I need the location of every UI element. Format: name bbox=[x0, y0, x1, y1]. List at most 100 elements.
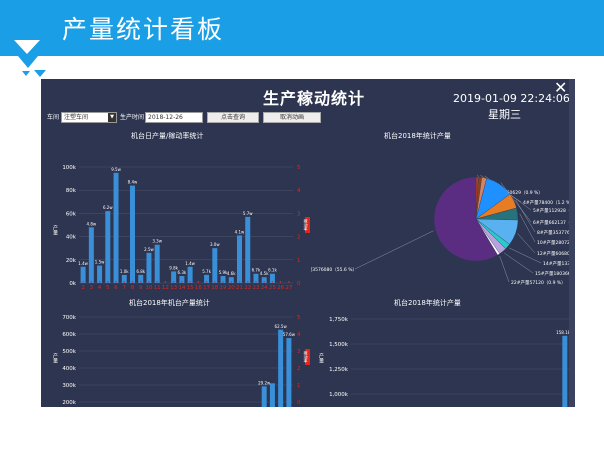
chart-pie-title: 机台2018年统计产量 bbox=[384, 132, 451, 140]
pie-label: 5#产量112928（1.8 %） bbox=[533, 207, 575, 214]
y-axis-label: 产量 bbox=[52, 352, 58, 364]
y-tick-label: 300k bbox=[62, 383, 76, 389]
pie-label: 10#产量280720（4.4 %） bbox=[537, 239, 575, 246]
rate-point bbox=[131, 281, 134, 283]
date-label: 生产时间 bbox=[120, 114, 145, 121]
pie-label: 22#产量57120（0.9 %） bbox=[511, 279, 566, 286]
rate-point bbox=[246, 281, 249, 283]
x-tick-label: 12 bbox=[162, 285, 169, 291]
x-tick-label: 19 bbox=[220, 285, 227, 291]
x-tick-label: 10 bbox=[145, 285, 152, 291]
data-label: 6.2w bbox=[103, 205, 113, 210]
bar bbox=[269, 273, 275, 283]
data-label: 9.5w bbox=[111, 167, 121, 172]
rate-point bbox=[288, 281, 290, 283]
x-tick-label: 3 bbox=[90, 285, 94, 291]
rate-point bbox=[230, 281, 233, 283]
bar bbox=[237, 235, 242, 283]
y2-tick-label: 1 bbox=[297, 383, 301, 389]
pie-leader-line bbox=[500, 182, 532, 223]
rate-point bbox=[156, 281, 158, 283]
rate-point bbox=[238, 281, 241, 283]
x-tick-label: 6 bbox=[114, 285, 118, 291]
bar bbox=[278, 329, 284, 407]
dashboard-screenshot: 生产稼动统计 2019-01-09 22:24:06 星期三 ✕ 车间 注塑车间… bbox=[41, 79, 575, 407]
x-tick-label: 24 bbox=[261, 285, 268, 291]
bar bbox=[88, 227, 94, 283]
bar bbox=[97, 265, 103, 283]
close-icon[interactable]: ✕ bbox=[554, 79, 568, 97]
data-label: 62.5w bbox=[275, 324, 288, 329]
cancel-animation-button[interactable]: 取消动画 bbox=[263, 112, 321, 123]
bar bbox=[286, 338, 292, 407]
bar bbox=[261, 386, 267, 407]
data-label: 6.8k bbox=[136, 269, 145, 274]
x-tick-label: 26 bbox=[277, 285, 284, 291]
x-tick-label: 27 bbox=[285, 285, 292, 291]
bar bbox=[154, 244, 160, 283]
data-label: 1.4w bbox=[78, 261, 88, 266]
y-tick-label: 1,750k bbox=[329, 317, 349, 323]
x-tick-label: 2 bbox=[81, 285, 85, 291]
workshop-label: 车间 bbox=[47, 114, 60, 121]
pie-label: 14#产量133622（2.1 %） bbox=[543, 260, 575, 267]
data-label: 8.4w bbox=[128, 180, 138, 185]
data-label: 1.5w bbox=[95, 260, 105, 265]
pie-label: 4#产量78400（1.2 %） bbox=[523, 199, 575, 206]
pie-label: 12#产量606804（9.4 %） bbox=[537, 250, 575, 257]
bar bbox=[220, 276, 226, 283]
bar bbox=[105, 211, 111, 283]
x-tick-label: 7 bbox=[123, 285, 127, 291]
bar bbox=[269, 383, 275, 407]
y2-tick-label: 2 bbox=[297, 366, 301, 372]
x-tick-label: 20 bbox=[228, 285, 235, 291]
rate-point bbox=[82, 281, 84, 283]
y-tick-label: 200k bbox=[62, 400, 76, 406]
bar bbox=[245, 216, 251, 283]
x-tick-label: 22 bbox=[244, 285, 251, 291]
pie-leader-line bbox=[354, 230, 434, 270]
chart-yearly-output: 200k 300k 400k 500k 600k 700k 0 1 2 3 4 5 产量 稼动率 29.2w… bbox=[52, 315, 310, 407]
pie-leader-line bbox=[503, 252, 534, 274]
date-input[interactable]: 2018-12-26 bbox=[145, 112, 203, 123]
bar bbox=[171, 271, 177, 283]
data-label: 57.6w bbox=[283, 332, 296, 337]
chart-daily-title: 机台日产量/稼动率统计 bbox=[131, 132, 204, 140]
bar bbox=[113, 172, 119, 283]
x-tick-label: 11 bbox=[154, 285, 161, 291]
bar bbox=[562, 335, 568, 407]
x-tick-label: 17 bbox=[203, 285, 210, 291]
y-tick-label: 1,500k bbox=[329, 342, 349, 348]
pie-leader-line bbox=[499, 256, 510, 283]
query-button[interactable]: 点击查询 bbox=[207, 112, 259, 123]
data-label: 1.4w bbox=[185, 261, 195, 266]
workshop-select[interactable]: 注塑车间 ▼ bbox=[61, 112, 117, 123]
scrollbar[interactable] bbox=[569, 79, 575, 407]
bar bbox=[121, 274, 127, 283]
chevron-down-icon: ▼ bbox=[108, 113, 116, 122]
y2-tick-label: 4 bbox=[297, 332, 301, 338]
pie-label: 6#产量662137（10.3 %） bbox=[533, 219, 575, 226]
x-tick-label: 8 bbox=[131, 285, 135, 291]
y2-tick-label: 2 bbox=[297, 235, 301, 241]
rate-point bbox=[263, 281, 265, 283]
rate-point bbox=[214, 281, 216, 283]
y-axis-label: 产量 bbox=[52, 224, 58, 236]
bar bbox=[253, 273, 259, 283]
pie-leader-line bbox=[509, 247, 542, 264]
y2-tick-label: 3 bbox=[297, 349, 301, 355]
pie-label: 8#产量353776（5.5 %） bbox=[537, 229, 575, 236]
data-label: 2.5w bbox=[144, 247, 154, 252]
y2-tick-label: 4 bbox=[297, 188, 301, 194]
y-tick-label: 400k bbox=[62, 366, 76, 372]
y-axis-label: 产量 bbox=[318, 352, 324, 364]
y-tick-label: 80k bbox=[66, 188, 77, 194]
bar bbox=[130, 185, 135, 283]
y-tick-label: 60k bbox=[66, 211, 77, 217]
chart-pie-output: 2#产量60629（0.9 %） 4#产量78400（1.2 %）5#产量1129… bbox=[311, 174, 575, 286]
y2-tick-label: 3 bbox=[297, 211, 301, 217]
x-tick-label: 18 bbox=[211, 285, 218, 291]
bar bbox=[261, 277, 267, 283]
y-tick-label: 1,000k bbox=[329, 392, 349, 398]
y2-axis-label: 稼动率 bbox=[304, 218, 309, 232]
